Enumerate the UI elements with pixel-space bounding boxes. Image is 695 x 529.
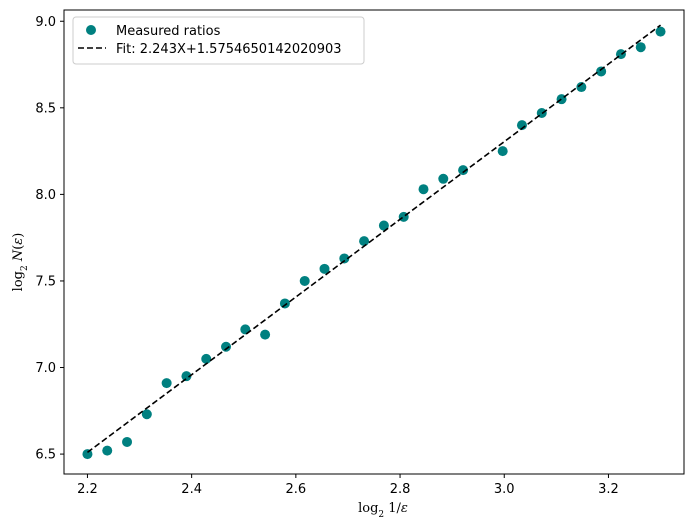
y-tick-label: 7.5 xyxy=(35,274,56,289)
axis-ticks: 2.2 2.4 2.6 2.8 3.0 3.2 6.5 7.0 7.5 8.0 8.5 9.0 xyxy=(35,15,618,497)
legend: Measured ratios Fit: 2.243X+1.5754650142… xyxy=(72,16,365,65)
x-tick-label: 2.2 xyxy=(77,482,98,497)
legend-box xyxy=(72,16,365,65)
plot-area xyxy=(82,24,666,460)
data-point xyxy=(299,275,310,286)
x-axis-label: log2 1/ε xyxy=(358,501,408,520)
data-point xyxy=(201,353,212,364)
x-tick-label: 3.0 xyxy=(494,482,515,497)
data-point xyxy=(122,436,133,447)
data-point xyxy=(516,120,527,131)
data-point xyxy=(655,26,666,37)
y-tick-label: 8.5 xyxy=(35,101,56,116)
fit-line xyxy=(86,24,662,453)
data-point xyxy=(359,236,370,247)
data-point xyxy=(221,341,232,352)
legend-marker-scatter xyxy=(86,25,96,35)
y-tick-label: 6.5 xyxy=(35,448,56,463)
data-point xyxy=(418,184,429,195)
y-tick-label: 7.0 xyxy=(35,361,56,376)
y-tick-label: 9.0 xyxy=(35,15,56,30)
y-axis-label: log2 N(ε) xyxy=(11,233,30,292)
legend-label-scatter: Measured ratios xyxy=(116,24,221,39)
data-point xyxy=(141,409,152,420)
data-point xyxy=(319,263,330,274)
data-point xyxy=(181,371,192,382)
data-point xyxy=(378,220,389,231)
data-point xyxy=(102,445,113,456)
x-tick-label: 3.2 xyxy=(598,482,619,497)
data-point xyxy=(279,298,290,309)
data-point xyxy=(458,165,469,176)
x-tick-label: 2.6 xyxy=(286,482,307,497)
legend-label-fit: Fit: 2.243X+1.5754650142020903 xyxy=(116,42,342,57)
data-point xyxy=(82,449,93,460)
y-tick-label: 8.0 xyxy=(35,188,56,203)
x-tick-label: 2.4 xyxy=(181,482,202,497)
data-point xyxy=(260,329,271,340)
data-point xyxy=(497,146,508,157)
data-point xyxy=(576,82,587,93)
data-point xyxy=(438,173,449,184)
data-point xyxy=(161,378,172,389)
data-point xyxy=(635,42,646,53)
data-point xyxy=(596,66,607,77)
axes-frame xyxy=(63,9,685,475)
data-point xyxy=(339,253,350,264)
x-tick-label: 2.8 xyxy=(390,482,411,497)
